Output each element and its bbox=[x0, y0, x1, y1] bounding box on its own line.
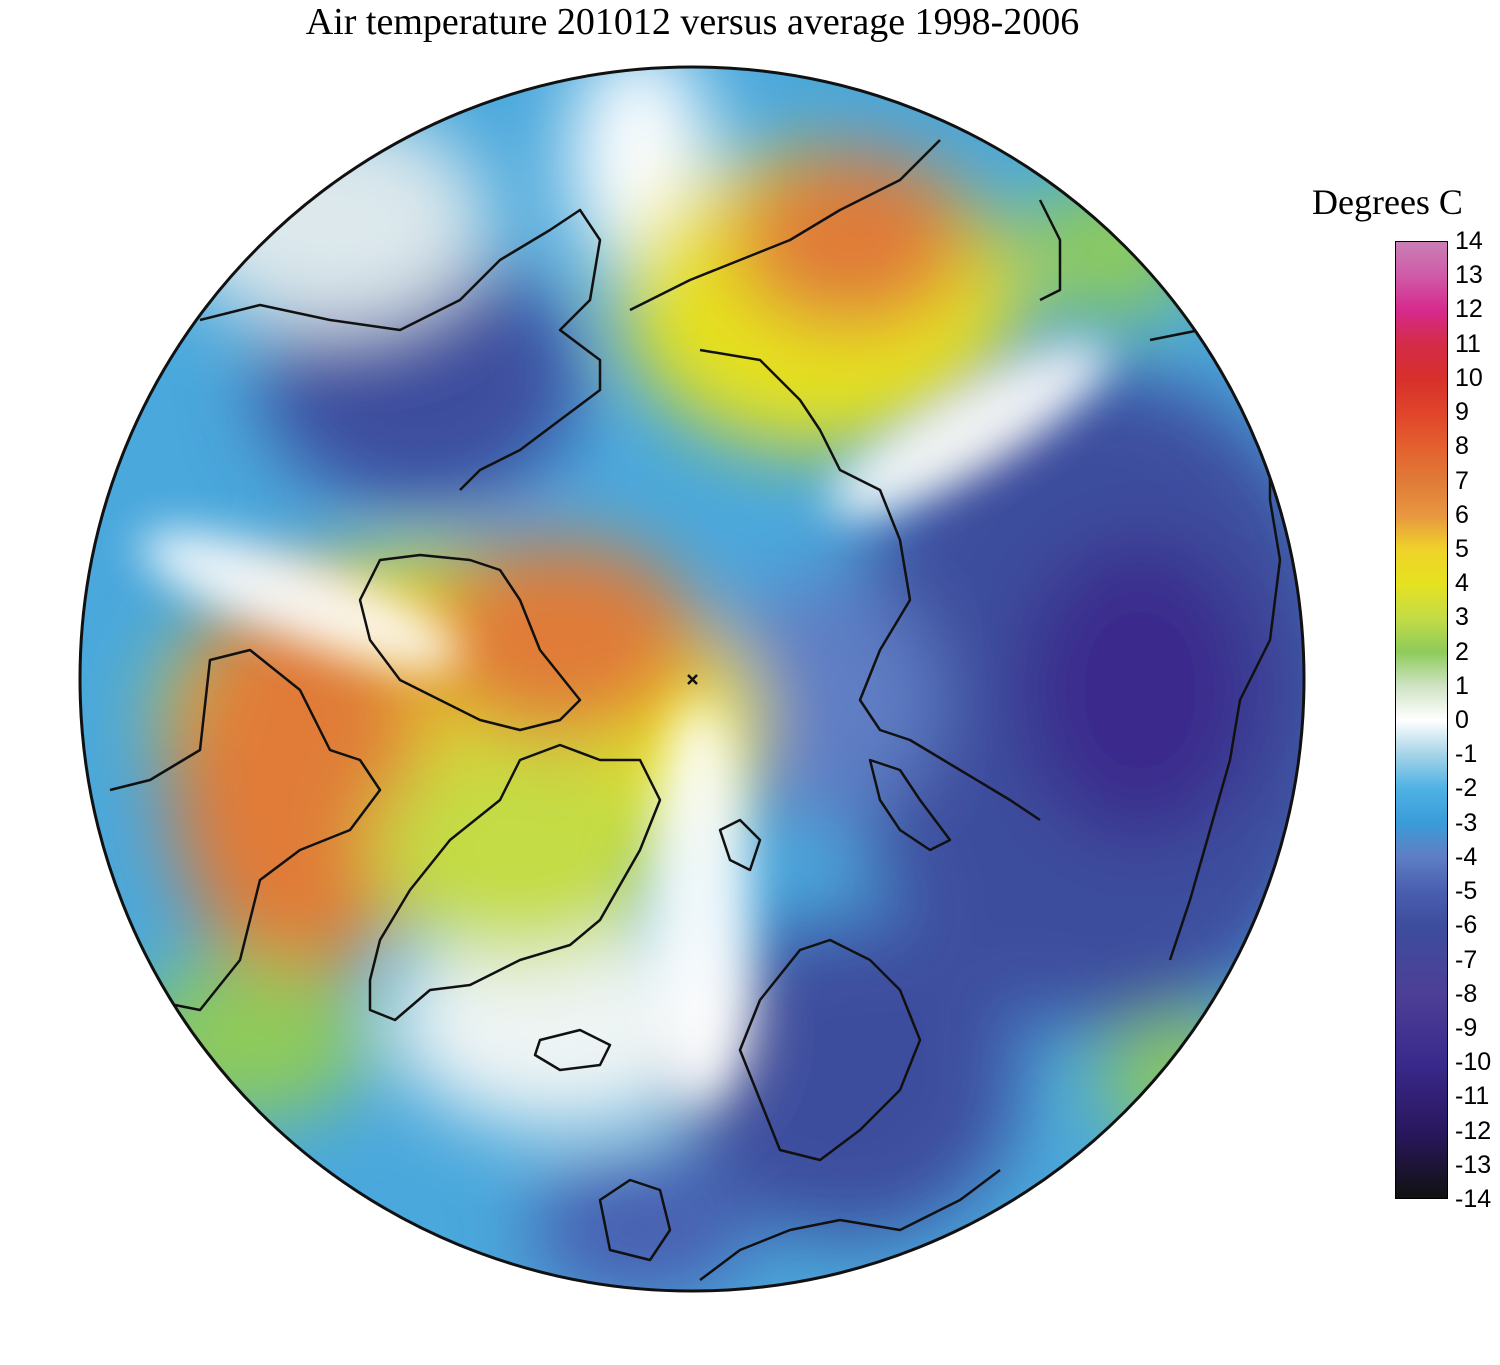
siberia-coastline bbox=[699, 348, 1041, 822]
colorbar-tick-label: -6 bbox=[1455, 911, 1478, 940]
colorbar-tick-label: -10 bbox=[1455, 1048, 1492, 1077]
colorbar-tick-label: 3 bbox=[1455, 603, 1469, 632]
legend-title: Degrees C bbox=[1312, 182, 1463, 222]
map-border bbox=[78, 65, 1306, 1293]
colorbar-tick-label: -4 bbox=[1455, 842, 1478, 871]
colorbar-tick-label: -2 bbox=[1455, 774, 1478, 803]
colorbar-tick-label: 14 bbox=[1455, 227, 1483, 255]
alaska-coastline bbox=[199, 208, 602, 491]
colorbar bbox=[1395, 241, 1448, 1199]
colorbar-tick-label: -3 bbox=[1455, 808, 1478, 837]
kamchatka-coastline bbox=[1038, 199, 1062, 302]
colorbar-tick-label: 7 bbox=[1455, 466, 1469, 495]
colorbar-tick-label: 11 bbox=[1455, 329, 1481, 358]
colorbar-tick-label: -9 bbox=[1455, 1013, 1478, 1042]
novaya-zemlya bbox=[868, 758, 952, 852]
arctic-archipelago bbox=[358, 553, 582, 732]
colorbar-tick-label: -11 bbox=[1455, 1082, 1490, 1111]
canada-coastline bbox=[109, 648, 382, 1012]
colorbar-tick-label: 9 bbox=[1455, 398, 1469, 427]
colorbar-tick-label: -7 bbox=[1455, 945, 1478, 974]
colorbar-tick-label: 4 bbox=[1455, 569, 1469, 598]
colorbar-tick-label: 2 bbox=[1455, 637, 1469, 666]
british-isles bbox=[598, 1178, 672, 1262]
iceland bbox=[533, 1028, 612, 1072]
chukotka-coastline bbox=[629, 139, 941, 312]
colorbar-tick-label: -12 bbox=[1455, 1116, 1492, 1145]
colorbar-tick-label: -8 bbox=[1455, 979, 1478, 1008]
colorbar-tick-label: 5 bbox=[1455, 534, 1469, 563]
scandinavia-coastline bbox=[738, 938, 922, 1162]
anomaly-field bbox=[80, 67, 1304, 1291]
colorbar-tick-label: 0 bbox=[1455, 706, 1469, 734]
colorbar-tick-label: -5 bbox=[1455, 877, 1478, 906]
colorbar-tick-label: -1 bbox=[1455, 740, 1478, 769]
colorbar-tick-label: 12 bbox=[1455, 295, 1483, 324]
colorbar-tick-label: 6 bbox=[1455, 500, 1469, 529]
svalbard bbox=[718, 818, 762, 872]
colorbar-tick-label: 10 bbox=[1455, 363, 1483, 392]
colorbar-tick-label: 13 bbox=[1455, 261, 1483, 290]
colorbar-tick-label: -14 bbox=[1455, 1185, 1492, 1213]
north-pole-marker bbox=[687, 674, 698, 685]
colorbar-tick-label: 8 bbox=[1455, 432, 1469, 461]
europe-coastline bbox=[699, 1169, 1001, 1281]
colorbar-tick-label: 1 bbox=[1455, 671, 1469, 700]
map-title: Air temperature 201012 versus average 19… bbox=[305, 1, 1080, 43]
colorbar-tick-label: -13 bbox=[1455, 1150, 1492, 1179]
colorbar-tick-labels: 14 13 12 11 10 9 8 7 6 5 4 3 2 1 0 -1 -2 -3 -4 -5 -6 -7 -8 -9 -1… bbox=[1455, 0, 1500, 1365]
greenland-coastline bbox=[368, 743, 662, 1022]
